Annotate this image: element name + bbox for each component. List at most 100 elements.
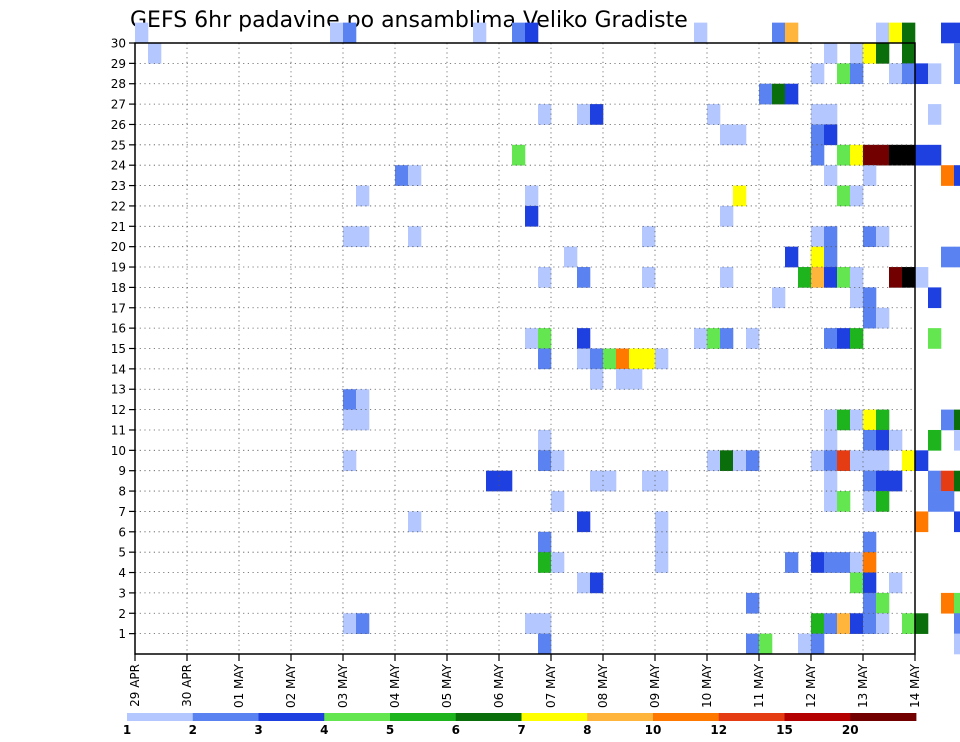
heatmap-cell xyxy=(850,328,864,349)
colorbar-swatch xyxy=(192,713,259,721)
colorbar-label: 4 xyxy=(320,723,328,737)
heatmap-cell xyxy=(850,409,864,431)
heatmap-cell xyxy=(499,470,513,492)
colorbar-swatch xyxy=(455,713,522,721)
heatmap-cell xyxy=(889,429,903,451)
heatmap-cell xyxy=(655,470,669,492)
heatmap-cell xyxy=(824,328,838,349)
heatmap-cell xyxy=(811,613,825,634)
colorbar-label: 3 xyxy=(254,723,262,737)
y-tick-label: 28 xyxy=(111,77,126,91)
y-tick-label: 13 xyxy=(111,383,126,397)
colorbar-swatch xyxy=(390,713,457,721)
heatmap-cell xyxy=(863,592,877,614)
heatmap-cell xyxy=(824,267,838,288)
y-tick-label: 4 xyxy=(118,566,126,580)
heatmap-cell xyxy=(525,22,539,44)
colorbar-swatch xyxy=(258,713,325,721)
heatmap-cell xyxy=(863,491,877,512)
x-tick-label: 02 MAY xyxy=(284,663,298,708)
heatmap-cell xyxy=(824,552,838,573)
colorbar-swatch xyxy=(653,713,720,721)
y-tick-label: 5 xyxy=(118,546,126,560)
heatmap-cell xyxy=(343,226,357,247)
heatmap-cell xyxy=(876,144,890,166)
heatmap-cell xyxy=(720,205,734,227)
heatmap-cell xyxy=(798,267,812,288)
heatmap-cell xyxy=(824,409,838,431)
heatmap-cell xyxy=(863,470,877,492)
heatmap-cell xyxy=(941,592,955,614)
x-tick-label: 30 APR xyxy=(180,664,194,707)
heatmap-cell xyxy=(525,205,539,227)
x-tick-label: 01 MAY xyxy=(232,663,246,708)
heatmap-cell xyxy=(954,592,960,614)
heatmap-cell xyxy=(655,552,669,573)
heatmap-cell xyxy=(954,409,960,431)
heatmap-cell xyxy=(837,185,851,207)
heatmap-cell xyxy=(408,511,422,533)
heatmap-cell xyxy=(538,531,552,553)
heatmap-cell xyxy=(876,307,890,329)
heatmap-cell xyxy=(928,287,942,309)
heatmap-cell xyxy=(889,267,903,288)
heatmap-cell xyxy=(772,22,786,44)
heatmap-cell xyxy=(694,22,708,44)
y-tick-label: 1 xyxy=(118,627,126,641)
heatmap-cell xyxy=(902,63,916,85)
heatmap-cell xyxy=(538,450,552,471)
x-tick-label: 06 MAY xyxy=(492,663,506,708)
y-tick-label: 2 xyxy=(118,607,126,621)
heatmap-cell xyxy=(863,409,877,431)
heatmap-cell xyxy=(655,348,669,370)
heatmap-cell xyxy=(616,348,630,370)
heatmap-cell xyxy=(863,613,877,634)
heatmap-cell xyxy=(525,185,539,207)
heatmap-cell xyxy=(824,429,838,451)
y-tick-label: 7 xyxy=(118,505,126,519)
colorbar-label: 2 xyxy=(189,723,197,737)
heatmap-cell xyxy=(707,104,721,125)
heatmap-cell xyxy=(785,552,799,573)
x-tick-label: 10 MAY xyxy=(700,663,714,708)
y-tick-label: 21 xyxy=(111,220,126,234)
heatmap-cell xyxy=(850,287,864,309)
heatmap-cell xyxy=(356,389,370,410)
heatmap-cell xyxy=(538,552,552,573)
heatmap-cell xyxy=(915,613,929,634)
heatmap-cell xyxy=(785,83,799,105)
heatmap-cell xyxy=(824,613,838,634)
colorbar-label: 15 xyxy=(776,723,793,737)
heatmap-cell xyxy=(928,328,942,349)
heatmap-cell xyxy=(603,348,617,370)
heatmap-cell xyxy=(551,552,565,573)
heatmap-cell xyxy=(538,104,552,125)
heatmap-cell xyxy=(928,470,942,492)
heatmap-cell xyxy=(356,409,370,431)
y-tick-label: 17 xyxy=(111,301,126,315)
heatmap-cell xyxy=(915,511,929,533)
y-tick-label: 26 xyxy=(111,118,126,132)
heatmap-cell xyxy=(590,368,604,390)
heatmap-cell xyxy=(798,633,812,655)
heatmap-cell xyxy=(616,368,630,390)
y-tick-label: 3 xyxy=(118,586,126,600)
x-tick-label: 07 MAY xyxy=(544,663,558,708)
heatmap-cell xyxy=(954,511,960,533)
heatmap-cell xyxy=(850,552,864,573)
heatmap-cell xyxy=(395,165,409,186)
heatmap-cell xyxy=(837,144,851,166)
x-axis-ticks: 29 APR 30 APR 01 MAY 02 MAY 03 MAY 04 MAY 05 M… xyxy=(128,654,922,708)
heatmap-cell xyxy=(915,450,929,471)
heatmap-cell xyxy=(941,246,955,268)
heatmap-cell xyxy=(941,470,955,492)
heatmap-cell xyxy=(707,450,721,471)
heatmap-cell xyxy=(850,572,864,594)
heatmap-cell xyxy=(863,429,877,451)
x-tick-label: 09 MAY xyxy=(648,663,662,708)
heatmap-cell xyxy=(889,63,903,85)
x-tick-label: 11 MAY xyxy=(752,663,766,708)
heatmap-cell xyxy=(655,511,669,533)
heatmap-cell xyxy=(512,22,526,44)
heatmap-cell xyxy=(343,450,357,471)
